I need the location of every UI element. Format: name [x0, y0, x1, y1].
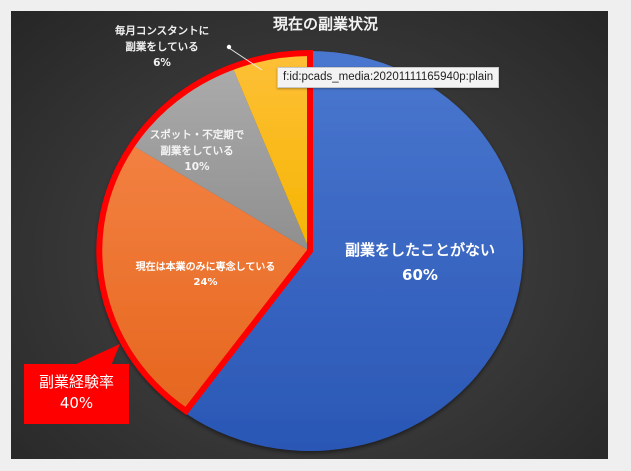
label-monthly-side-job: 毎月コンスタントに 副業をしている 6% [92, 24, 232, 71]
chart-title: 現在の副業状況 [272, 15, 378, 33]
label-spot-side-job: スポット・不定期で 副業をしている 10% [132, 128, 262, 175]
side-job-experience-highlight [96, 49, 313, 416]
callout-pointer [72, 344, 120, 368]
label-text: スポット・不定期で [149, 129, 245, 141]
image-tooltip: f:id:pcads_media:20201111165940p:plain [277, 67, 500, 88]
label-value: 60% [402, 265, 438, 284]
callout-value: 40% [59, 394, 94, 412]
label-value: 10% [184, 160, 210, 173]
slice-focus-main-job[interactable] [97, 144, 310, 413]
slice-spot-side-job[interactable] [130, 65, 310, 251]
leader-dot [226, 44, 232, 50]
slice-monthly-side-job[interactable] [231, 51, 310, 251]
label-focus-main-job: 現在は本業のみに専念している 24% [118, 260, 293, 290]
label-text: 副業をしている [160, 144, 234, 157]
label-text: 副業をしたことがない [344, 241, 495, 259]
leader-line [228, 47, 263, 71]
slice-never-side-job[interactable] [184, 51, 524, 452]
label-text: 現在は本業のみに専念している [135, 262, 276, 273]
label-text: 毎月コンスタントに [114, 25, 210, 37]
label-text: 副業をしている [125, 40, 199, 53]
label-value: 24% [193, 277, 218, 288]
label-never-side-job: 副業をしたことがない 60% [310, 238, 530, 288]
label-value: 6% [153, 56, 171, 69]
callout-text: 副業経験率 [38, 373, 114, 391]
experience-rate-callout: 副業経験率 40% [24, 364, 129, 424]
